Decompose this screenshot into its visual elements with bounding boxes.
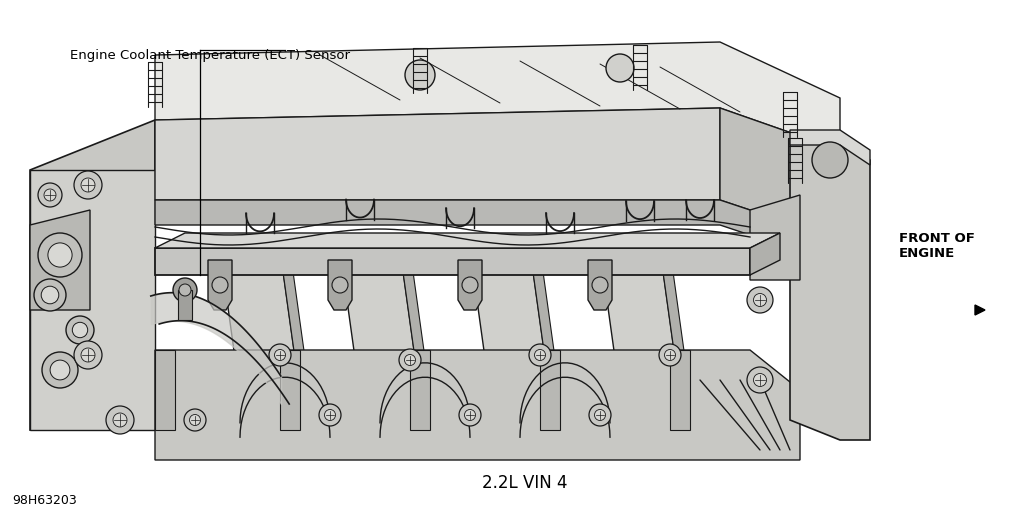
Circle shape [74, 341, 102, 369]
Circle shape [606, 54, 634, 82]
Polygon shape [470, 250, 555, 430]
Circle shape [535, 349, 546, 360]
Circle shape [38, 183, 62, 207]
Circle shape [212, 277, 228, 293]
Circle shape [106, 406, 134, 434]
Circle shape [589, 404, 611, 426]
Text: Engine Coolant Temperature (ECT) Sensor: Engine Coolant Temperature (ECT) Sensor [70, 49, 349, 62]
Polygon shape [155, 233, 780, 248]
Polygon shape [220, 250, 305, 430]
Polygon shape [155, 350, 175, 430]
Polygon shape [720, 108, 840, 240]
Circle shape [746, 367, 773, 393]
Circle shape [462, 277, 478, 293]
Polygon shape [30, 210, 90, 310]
Circle shape [34, 279, 66, 311]
Circle shape [754, 294, 767, 306]
Circle shape [754, 374, 767, 386]
Circle shape [74, 171, 102, 199]
Polygon shape [400, 250, 435, 430]
Circle shape [113, 413, 127, 427]
Circle shape [44, 189, 56, 201]
Polygon shape [660, 250, 695, 430]
Circle shape [38, 233, 82, 277]
Polygon shape [30, 120, 155, 430]
Polygon shape [208, 260, 232, 310]
Text: 98H63203: 98H63203 [12, 494, 77, 507]
Text: FRONT OF
ENGINE: FRONT OF ENGINE [899, 233, 975, 260]
Polygon shape [340, 250, 425, 430]
Circle shape [50, 360, 70, 380]
Circle shape [81, 178, 95, 192]
Polygon shape [178, 290, 193, 320]
Polygon shape [280, 250, 315, 430]
Polygon shape [155, 248, 750, 275]
Circle shape [189, 414, 201, 426]
Circle shape [665, 349, 676, 360]
Circle shape [42, 352, 78, 388]
Polygon shape [458, 260, 482, 310]
Circle shape [529, 344, 551, 366]
Polygon shape [750, 195, 800, 280]
Polygon shape [975, 305, 985, 315]
Circle shape [332, 277, 348, 293]
Circle shape [399, 349, 421, 371]
Polygon shape [790, 130, 870, 165]
Circle shape [41, 286, 58, 304]
Circle shape [269, 344, 291, 366]
Polygon shape [600, 250, 685, 430]
Circle shape [184, 409, 206, 431]
Circle shape [812, 142, 848, 178]
Circle shape [319, 404, 341, 426]
Polygon shape [280, 350, 300, 430]
Polygon shape [540, 350, 560, 430]
Polygon shape [790, 140, 870, 440]
Circle shape [48, 243, 72, 267]
Polygon shape [530, 250, 565, 430]
Polygon shape [750, 233, 780, 275]
Polygon shape [155, 200, 840, 265]
Circle shape [173, 278, 197, 302]
Circle shape [406, 60, 435, 90]
Text: 2.2L VIN 4: 2.2L VIN 4 [481, 474, 567, 492]
Circle shape [274, 349, 286, 360]
Circle shape [179, 284, 191, 296]
Circle shape [595, 410, 605, 420]
Polygon shape [410, 350, 430, 430]
Polygon shape [30, 170, 155, 430]
Circle shape [73, 322, 88, 338]
Circle shape [465, 410, 475, 420]
Circle shape [659, 344, 681, 366]
Polygon shape [155, 42, 840, 150]
Circle shape [592, 277, 608, 293]
Polygon shape [155, 350, 800, 460]
Polygon shape [155, 108, 720, 200]
Circle shape [81, 348, 95, 362]
Polygon shape [670, 350, 690, 430]
Circle shape [404, 355, 416, 366]
Circle shape [66, 316, 94, 344]
Circle shape [746, 287, 773, 313]
Circle shape [325, 410, 336, 420]
Circle shape [459, 404, 481, 426]
Polygon shape [30, 30, 870, 480]
Polygon shape [588, 260, 612, 310]
Polygon shape [328, 260, 352, 310]
